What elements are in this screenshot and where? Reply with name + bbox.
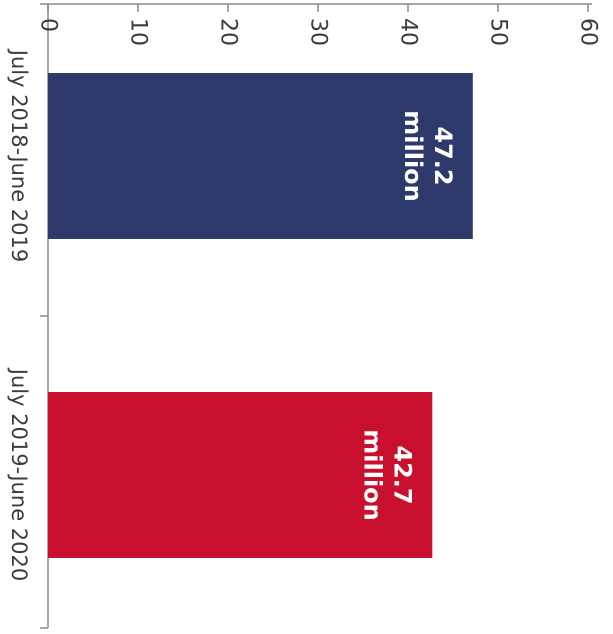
bar-data-label: million [358, 429, 386, 521]
bar-data-label: million [399, 110, 427, 202]
value-tick-label: 10 [126, 18, 151, 46]
category-label: July 2018-June 2019 [7, 48, 31, 262]
bar [48, 73, 473, 239]
bar [48, 392, 433, 558]
value-tick-label: 60 [576, 18, 601, 46]
value-tick-label: 40 [396, 18, 421, 46]
category-label: July 2019-June 2020 [7, 367, 31, 581]
value-tick-label: 0 [36, 18, 61, 32]
bar-data-label: 42.7 [388, 445, 416, 504]
value-tick-label: 50 [486, 18, 511, 46]
value-tick-label: 20 [216, 18, 241, 46]
value-tick-label: 30 [306, 18, 331, 46]
bar-data-label: 47.2 [429, 126, 457, 185]
